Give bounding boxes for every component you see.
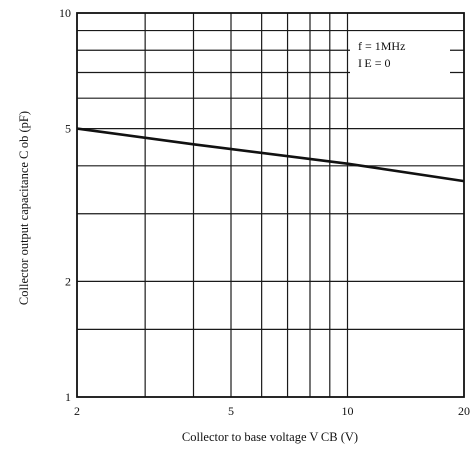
x-tick-label: 5 bbox=[228, 404, 234, 418]
y-tick-label: 5 bbox=[65, 122, 71, 136]
x-axis-label: Collector to base voltage V CB (V) bbox=[182, 430, 358, 444]
series-group bbox=[76, 127, 465, 183]
plot-frame bbox=[76, 12, 465, 398]
x-tick-label: 2 bbox=[74, 404, 80, 418]
y-tick-label: 1 bbox=[65, 390, 71, 404]
x-tick-label: 10 bbox=[342, 404, 354, 418]
capacitance-series-line bbox=[76, 127, 465, 183]
x-tick-label: 20 bbox=[458, 404, 470, 418]
annotation-box: f = 1MHz I E = 0 bbox=[350, 34, 450, 78]
annotation-emitter-current: I E = 0 bbox=[358, 56, 391, 70]
y-tick-label: 2 bbox=[65, 274, 71, 288]
annotation-frequency: f = 1MHz bbox=[358, 39, 405, 53]
y-tick-label: 10 bbox=[59, 6, 71, 20]
y-axis-label: Collector output capacitance C ob (pF) bbox=[17, 111, 31, 305]
